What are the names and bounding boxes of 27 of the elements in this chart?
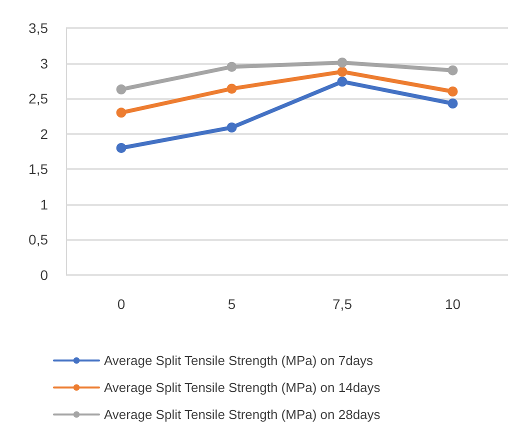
y-tick-label: 2 [40,126,48,142]
point [226,122,237,133]
y-tick-label: 2,5 [28,90,48,107]
point [448,86,458,97]
x-tick-label: 5 [228,296,236,312]
y-tick-label: 3 [40,55,48,72]
y-tick-label: 1,5 [28,161,48,178]
point [337,76,348,87]
point [226,84,237,94]
x-tick-label: 10 [444,296,461,312]
point [226,62,237,72]
x-tick-label: 0 [117,296,126,312]
point [116,84,126,94]
y-tick-label: 1 [40,196,48,212]
point [116,142,126,153]
point [448,65,458,76]
legend-label: Average Split Tensile Strength (MPa) on 28days [104,407,381,422]
point [337,58,348,68]
y-tick-label: 0 [40,267,48,283]
point [448,98,458,109]
point [337,66,348,77]
legend-label: Average Split Tensile Strength (MPa) on 7days [104,353,374,368]
y-tick-label: 0,5 [28,232,48,248]
legend-label: Average Split Tensile Strength (MPa) on 14days [104,380,381,395]
x-tick-label: 7,5 [332,296,352,312]
y-tick-label: 3,5 [28,20,48,36]
point [116,108,126,118]
